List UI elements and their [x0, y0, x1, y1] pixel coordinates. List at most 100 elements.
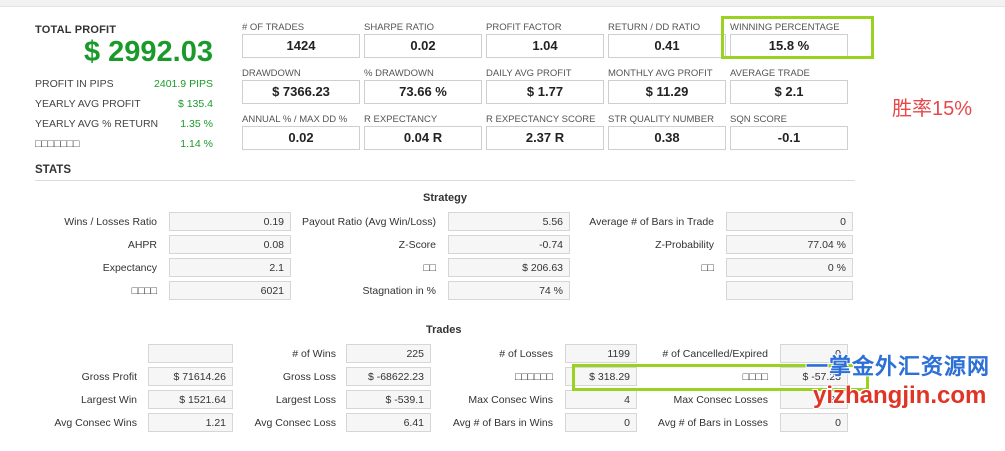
metric-label: R EXPECTANCY [364, 114, 438, 125]
metric-label: % DRAWDOWN [364, 68, 434, 79]
stat-value: 0.19 [169, 212, 291, 231]
watermark-url: yizhangjin.com [813, 382, 987, 409]
metric-winning-percentage: WINNING PERCENTAGE 15.8 % [730, 22, 848, 58]
summary-row-label: □□□□□□□ [35, 138, 80, 150]
trade-label: Avg Consec Wins [54, 417, 137, 429]
trade-label: Avg # of Bars in Wins [452, 417, 553, 429]
metric-value: 1.04 [486, 34, 604, 58]
summary-row-value: 1.35 % [180, 118, 213, 130]
summary-row-label: PROFIT IN PIPS [35, 78, 114, 90]
trade-value: $ -539.1 [346, 390, 431, 409]
trade-value: 6.41 [346, 413, 431, 432]
stat-value [726, 281, 853, 300]
metric-label: WINNING PERCENTAGE [730, 22, 840, 33]
metric-value: 73.66 % [364, 80, 482, 104]
trade-value: 4 [565, 390, 637, 409]
metric-label: RETURN / DD RATIO [608, 22, 701, 33]
metric-monthly-avg-profit: MONTHLY AVG PROFIT $ 11.29 [608, 68, 726, 104]
trade-label: □□□□ [742, 371, 768, 383]
metric-str-quality: STR QUALITY NUMBER 0.38 [608, 114, 726, 150]
metric-label: R EXPECTANCY SCORE [486, 114, 596, 125]
stat-label: Stagnation in % [362, 285, 436, 297]
stat-label: AHPR [127, 239, 157, 251]
trade-value: 0 [780, 413, 848, 432]
trade-label: Largest Loss [275, 394, 336, 406]
metric-value: $ 7366.23 [242, 80, 360, 104]
metric-value: 0.38 [608, 126, 726, 150]
stat-value: 6021 [169, 281, 291, 300]
trade-label: # of Cancelled/Expired [662, 348, 768, 360]
trade-label: Avg # of Bars in Losses [657, 417, 768, 429]
winning-percentage-highlight [721, 16, 874, 59]
metric-label: SHARPE RATIO [364, 22, 435, 33]
stat-label: Payout Ratio (Avg Win/Loss) [301, 216, 436, 228]
metric-drawdown: DRAWDOWN $ 7366.23 [242, 68, 360, 104]
stat-value: 0 [726, 212, 853, 231]
stat-value: 77.04 % [726, 235, 853, 254]
trade-label: # of Wins [292, 348, 336, 360]
metric-pct-drawdown: % DRAWDOWN 73.66 % [364, 68, 482, 104]
metric-value: $ 1.77 [486, 80, 604, 104]
stat-value: 0 % [726, 258, 853, 277]
summary-row-value: 1.14 % [180, 138, 213, 150]
win-rate-annotation: 胜率15% [892, 98, 973, 120]
trade-value: 1199 [565, 344, 637, 363]
avg-win-loss-highlight [572, 364, 869, 391]
metric-r-expectancy: R EXPECTANCY 0.04 R [364, 114, 482, 150]
metric-label: DAILY AVG PROFIT [486, 68, 572, 79]
stat-label: Wins / Losses Ratio [64, 216, 157, 228]
metric-profit-factor: PROFIT FACTOR 1.04 [486, 22, 604, 58]
trade-label: Gross Loss [282, 371, 336, 383]
metric-label: AVERAGE TRADE [730, 68, 810, 79]
trade-label: □□□□□□ [514, 371, 553, 383]
metric-label: SQN SCORE [730, 114, 788, 125]
metric-value: 0.41 [608, 34, 726, 58]
stat-label: Expectancy [102, 262, 157, 274]
trade-label: Avg Consec Loss [254, 417, 336, 429]
stat-value: $ 206.63 [448, 258, 570, 277]
metric-value: 0.04 R [364, 126, 482, 150]
strategy-title: Strategy [423, 192, 468, 204]
metric-value: 1424 [242, 34, 360, 58]
stat-label: □□ [423, 262, 436, 274]
summary-row-value: $ 135.4 [177, 98, 213, 110]
metric-label: MONTHLY AVG PROFIT [608, 68, 713, 79]
summary-row: YEARLY AVG PROFIT $ 135.4 [35, 94, 213, 114]
metric-sharpe-ratio: SHARPE RATIO 0.02 [364, 22, 482, 58]
stat-value: -0.74 [448, 235, 570, 254]
metric-label: STR QUALITY NUMBER [608, 114, 714, 125]
metric-average-trade: AVERAGE TRADE $ 2.1 [730, 68, 848, 104]
stat-label: □□ [701, 262, 714, 274]
stat-value: 74 % [448, 281, 570, 300]
summary-row-label: YEARLY AVG % RETURN [35, 118, 159, 130]
trades-title: Trades [426, 324, 462, 336]
metric-label: DRAWDOWN [242, 68, 301, 79]
trade-value: $ -68622.23 [346, 367, 431, 386]
trade-value [148, 344, 233, 363]
stat-label: Average # of Bars in Trade [589, 216, 714, 228]
metric-sqn-score: SQN SCORE -0.1 [730, 114, 848, 150]
trade-value: 0 [780, 344, 848, 363]
metric-value: 15.8 % [730, 34, 848, 58]
metric-r-expectancy-score: R EXPECTANCY SCORE 2.37 R [486, 114, 604, 150]
stat-value: 0.08 [169, 235, 291, 254]
metric-value: 0.02 [242, 126, 360, 150]
trade-value: $ 318.29 [565, 367, 637, 386]
summary-row: □□□□□□□ 1.14 % [35, 134, 213, 154]
metric-return-dd: RETURN / DD RATIO 0.41 [608, 22, 726, 58]
metric-value: 0.02 [364, 34, 482, 58]
profit-summary: TOTAL PROFIT $ 2992.03 PROFIT IN PIPS 240… [35, 24, 213, 154]
trade-label: Max Consec Wins [468, 394, 553, 406]
stats-title: STATS [35, 164, 71, 176]
stat-label: □□□□ [131, 285, 157, 297]
total-profit-value: $ 2992.03 [83, 36, 213, 68]
trade-value: 0 [565, 413, 637, 432]
stat-label: Z-Probability [655, 239, 714, 251]
summary-row: YEARLY AVG % RETURN 1.35 % [35, 114, 213, 134]
stat-value: 2.1 [169, 258, 291, 277]
stat-label: Z-Score [398, 239, 436, 251]
summary-row: PROFIT IN PIPS 2401.9 PIPS [35, 74, 213, 94]
metric-value: -0.1 [730, 126, 848, 150]
watermark-text: 一掌金外汇资源网 [806, 354, 991, 379]
metric-daily-avg-profit: DAILY AVG PROFIT $ 1.77 [486, 68, 604, 104]
